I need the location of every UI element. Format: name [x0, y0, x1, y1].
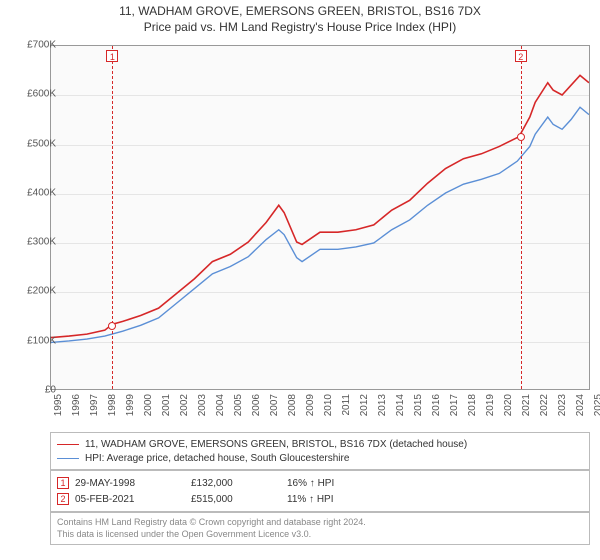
- x-tick-label: 2005: [233, 394, 244, 416]
- titles: 11, WADHAM GROVE, EMERSONS GREEN, BRISTO…: [0, 0, 600, 34]
- legend-row: HPI: Average price, detached house, Sout…: [57, 451, 583, 465]
- x-tick-label: 2012: [359, 394, 370, 416]
- events-box: 1 29-MAY-1998 £132,000 16% ↑ HPI 2 05-FEB-202…: [50, 470, 590, 512]
- footer-line-1: Contains HM Land Registry data © Crown c…: [57, 517, 583, 529]
- footer-box: Contains HM Land Registry data © Crown c…: [50, 512, 590, 545]
- x-tick-label: 2021: [521, 394, 532, 416]
- event-delta: 11% ↑ HPI: [287, 494, 334, 505]
- x-tick-label: 2010: [323, 394, 334, 416]
- event-guideline: [112, 46, 113, 389]
- x-tick-label: 2014: [395, 394, 406, 416]
- subtitle: Price paid vs. HM Land Registry's House …: [0, 20, 600, 34]
- legend-label: HPI: Average price, detached house, Sout…: [85, 453, 349, 464]
- y-tick-label: £500K: [10, 138, 56, 149]
- y-tick-label: £100K: [10, 335, 56, 346]
- legend-row: 11, WADHAM GROVE, EMERSONS GREEN, BRISTO…: [57, 437, 583, 451]
- event-marker-box: 2: [515, 50, 527, 62]
- x-tick-label: 2019: [485, 394, 496, 416]
- x-tick-label: 2001: [161, 394, 172, 416]
- legend-label: 11, WADHAM GROVE, EMERSONS GREEN, BRISTO…: [85, 439, 467, 450]
- event-delta: 16% ↑ HPI: [287, 478, 334, 489]
- event-price: £132,000: [191, 478, 281, 489]
- x-tick-label: 2017: [449, 394, 460, 416]
- x-tick-label: 2016: [431, 394, 442, 416]
- event-row-marker: 1: [57, 477, 69, 489]
- x-tick-label: 2025: [593, 394, 600, 416]
- legend-swatch: [57, 444, 79, 445]
- y-tick-label: £600K: [10, 89, 56, 100]
- x-tick-label: 2004: [215, 394, 226, 416]
- x-tick-label: 2018: [467, 394, 478, 416]
- x-tick-label: 2015: [413, 394, 424, 416]
- x-tick-label: 2003: [197, 394, 208, 416]
- event-date: 29-MAY-1998: [75, 478, 185, 489]
- series-svg: [51, 46, 589, 389]
- x-tick-label: 1998: [107, 394, 118, 416]
- x-tick-label: 2008: [287, 394, 298, 416]
- x-tick-label: 2007: [269, 394, 280, 416]
- y-tick-label: £700K: [10, 40, 56, 51]
- x-tick-label: 2024: [575, 394, 586, 416]
- chart-container: 11, WADHAM GROVE, EMERSONS GREEN, BRISTO…: [0, 0, 600, 560]
- event-marker-dot: [517, 133, 525, 141]
- x-tick-label: 2000: [143, 394, 154, 416]
- event-marker-box: 1: [106, 50, 118, 62]
- x-tick-label: 1999: [125, 394, 136, 416]
- legend-box: 11, WADHAM GROVE, EMERSONS GREEN, BRISTO…: [50, 432, 590, 470]
- title: 11, WADHAM GROVE, EMERSONS GREEN, BRISTO…: [0, 4, 600, 18]
- x-tick-label: 2002: [179, 394, 190, 416]
- x-tick-label: 2011: [341, 394, 352, 416]
- x-tick-label: 1996: [71, 394, 82, 416]
- x-tick-label: 2020: [503, 394, 514, 416]
- event-price: £515,000: [191, 494, 281, 505]
- event-row: 2 05-FEB-2021 £515,000 11% ↑ HPI: [57, 491, 583, 507]
- y-tick-label: £400K: [10, 187, 56, 198]
- y-tick-label: £0: [10, 385, 56, 396]
- series-property: [51, 75, 589, 337]
- x-tick-label: 1995: [53, 394, 64, 416]
- footer-line-2: This data is licensed under the Open Gov…: [57, 529, 583, 541]
- x-tick-label: 2023: [557, 394, 568, 416]
- x-tick-label: 2013: [377, 394, 388, 416]
- legend-swatch: [57, 458, 79, 459]
- y-tick-label: £200K: [10, 286, 56, 297]
- event-guideline: [521, 46, 522, 389]
- event-row-marker: 2: [57, 493, 69, 505]
- event-row: 1 29-MAY-1998 £132,000 16% ↑ HPI: [57, 475, 583, 491]
- x-tick-label: 1997: [89, 394, 100, 416]
- plot-area: 12: [50, 45, 590, 390]
- event-marker-dot: [108, 322, 116, 330]
- x-tick-label: 2009: [305, 394, 316, 416]
- y-tick-label: £300K: [10, 237, 56, 248]
- x-tick-label: 2006: [251, 394, 262, 416]
- event-date: 05-FEB-2021: [75, 494, 185, 505]
- x-tick-label: 2022: [539, 394, 550, 416]
